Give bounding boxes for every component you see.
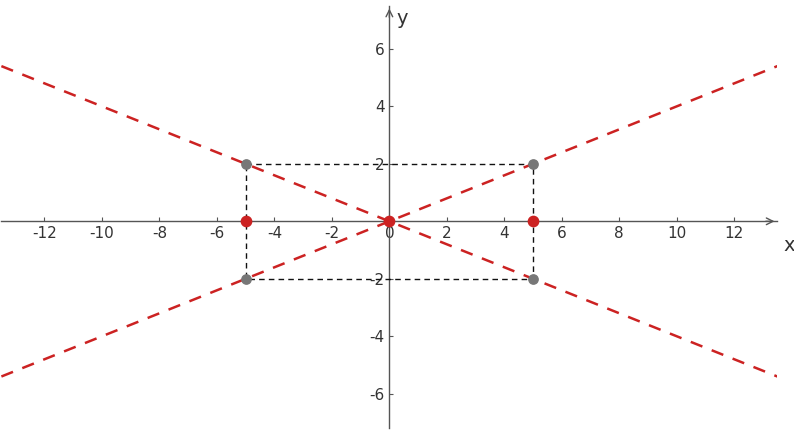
Point bbox=[526, 218, 539, 225]
Point bbox=[383, 218, 395, 225]
Point bbox=[526, 275, 539, 282]
Point bbox=[239, 160, 252, 167]
Point bbox=[526, 160, 539, 167]
Text: x: x bbox=[783, 236, 794, 255]
Text: y: y bbox=[396, 9, 408, 28]
Point bbox=[239, 275, 252, 282]
Point bbox=[239, 218, 252, 225]
